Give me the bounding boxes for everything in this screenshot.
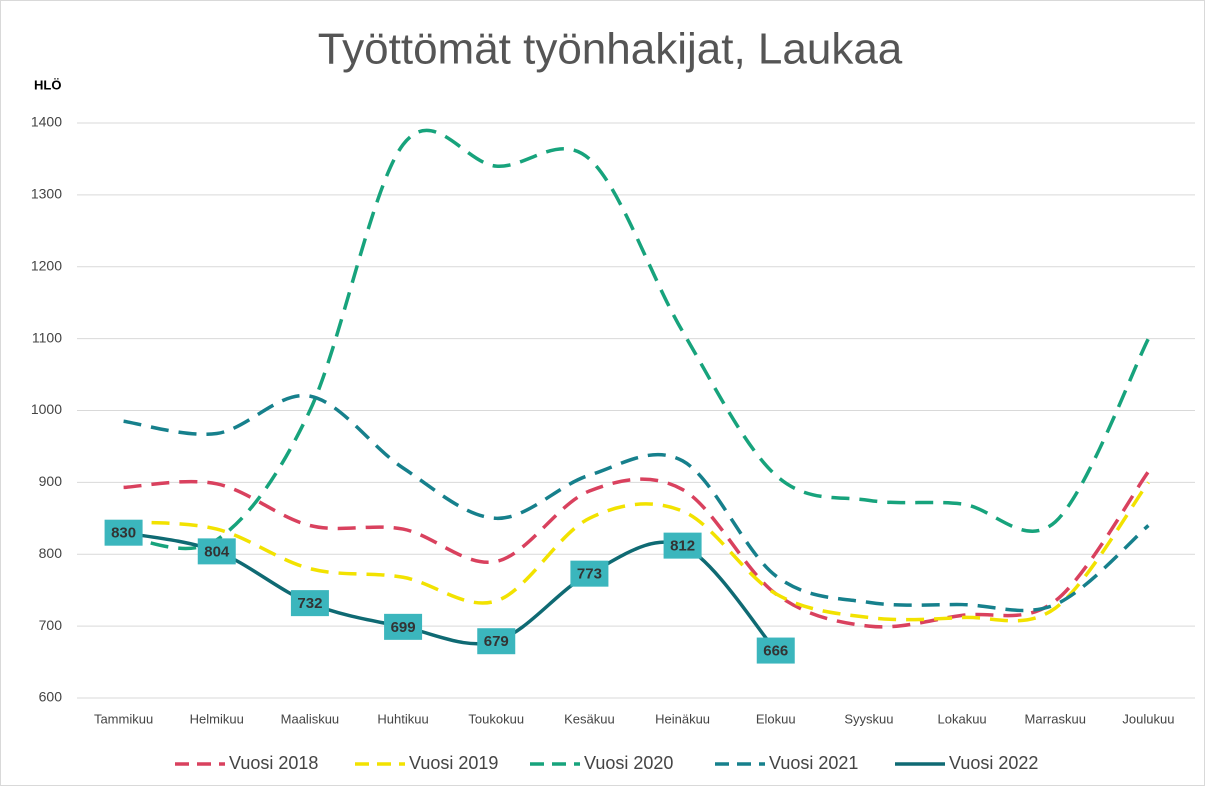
legend-label: Vuosi 2020 xyxy=(584,753,673,773)
data-label: 773 xyxy=(577,566,602,583)
data-label: 804 xyxy=(204,543,230,560)
x-tick-label: Heinäkuu xyxy=(655,711,710,726)
y-tick-label: 1300 xyxy=(31,186,62,202)
data-label-box xyxy=(104,519,143,546)
data-label-box xyxy=(663,532,702,559)
data-label-box xyxy=(290,590,329,617)
y-tick-label: 800 xyxy=(39,545,63,561)
x-tick-label: Huhtikuu xyxy=(377,711,428,726)
legend-label: Vuosi 2022 xyxy=(949,753,1038,773)
chart-title: Työttömät työnhakijat, Laukaa xyxy=(318,25,903,74)
data-label: 666 xyxy=(763,643,788,660)
data-label-box xyxy=(756,637,795,664)
series-line xyxy=(123,393,1150,613)
x-tick-label: Toukokuu xyxy=(468,711,524,726)
legend-label: Vuosi 2021 xyxy=(769,753,858,773)
x-tick-label: Lokakuu xyxy=(938,711,987,726)
x-tick-label: Joulukuu xyxy=(1122,711,1174,726)
y-tick-label: 1400 xyxy=(31,114,62,130)
x-tick-label: Elokuu xyxy=(756,711,796,726)
x-tick-label: Maaliskuu xyxy=(281,711,340,726)
y-axis-label: HLÖ xyxy=(34,77,61,92)
data-label-box xyxy=(477,628,516,655)
y-tick-label: 600 xyxy=(39,689,63,705)
data-label: 812 xyxy=(670,538,695,555)
x-tick-label: Tammikuu xyxy=(94,711,153,726)
legend-label: Vuosi 2018 xyxy=(229,753,318,773)
data-label: 679 xyxy=(484,633,509,650)
x-tick-label: Syyskuu xyxy=(844,711,893,726)
data-label: 699 xyxy=(391,619,416,636)
y-tick-label: 1200 xyxy=(31,257,62,273)
y-tick-label: 900 xyxy=(39,473,63,489)
series-line xyxy=(123,481,1150,623)
y-tick-label: 1100 xyxy=(32,329,62,345)
data-label-box xyxy=(384,613,423,640)
series-line xyxy=(123,128,1150,551)
data-label-box xyxy=(570,560,609,587)
x-tick-label: Helmikuu xyxy=(190,711,244,726)
series-line xyxy=(123,470,1150,629)
x-tick-label: Marraskuu xyxy=(1025,711,1086,726)
data-label: 830 xyxy=(111,525,136,542)
x-tick-label: Kesäkuu xyxy=(564,711,615,726)
data-label-box xyxy=(197,538,236,565)
y-tick-label: 700 xyxy=(39,617,63,633)
legend-label: Vuosi 2019 xyxy=(409,753,498,773)
y-tick-label: 1000 xyxy=(31,401,62,417)
data-label: 732 xyxy=(297,595,322,612)
